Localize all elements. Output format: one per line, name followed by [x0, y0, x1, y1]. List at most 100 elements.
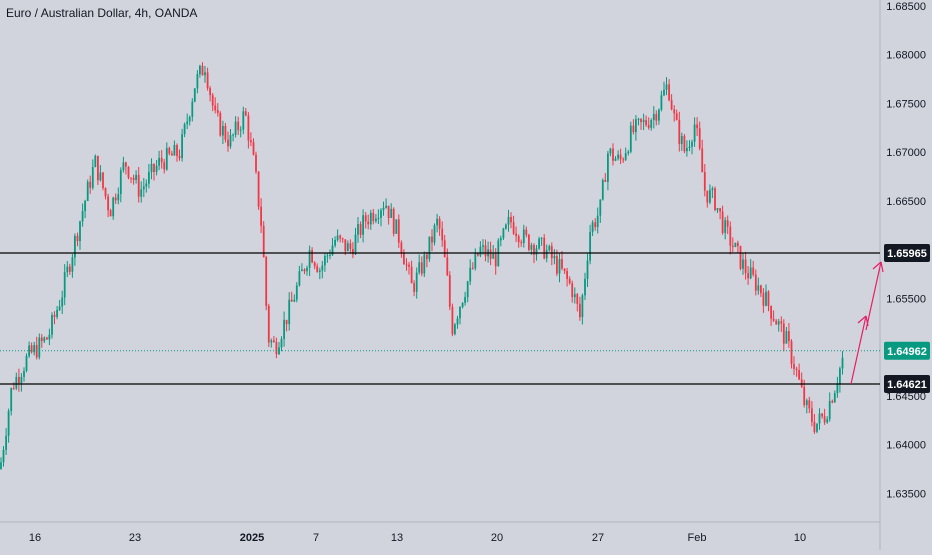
- candle-body: [229, 135, 232, 147]
- candle-body: [803, 386, 806, 406]
- candle-body: [109, 210, 112, 217]
- candle-body: [5, 435, 7, 450]
- candle-body: [38, 337, 41, 358]
- candle-body: [242, 111, 245, 130]
- candle-body: [436, 218, 438, 226]
- candle-body: [823, 416, 826, 423]
- candle-body: [691, 141, 693, 147]
- candle-body: [438, 218, 441, 229]
- candle-body: [206, 72, 209, 89]
- candle-body: [734, 242, 737, 247]
- candle-body: [813, 421, 816, 432]
- candle-body: [839, 368, 841, 385]
- candle-body: [561, 259, 563, 269]
- candle-body: [461, 302, 464, 308]
- candle-body: [122, 162, 125, 171]
- candle-body: [293, 299, 296, 302]
- candle-body: [171, 153, 173, 156]
- candle-body: [79, 221, 81, 242]
- candle-body: [658, 109, 660, 121]
- time-tick-label: Feb: [688, 532, 707, 544]
- candle-body: [744, 259, 747, 274]
- candle-body: [244, 111, 247, 116]
- candle-body: [601, 180, 604, 200]
- candle-body: [145, 183, 148, 187]
- price-tick-label: 1.63500: [886, 488, 926, 500]
- candle-body: [808, 400, 811, 409]
- candle-body: [581, 295, 584, 318]
- candle-body: [324, 255, 326, 266]
- candle-body: [257, 171, 260, 207]
- candle-body: [403, 253, 405, 265]
- candle-body: [51, 315, 53, 335]
- candle-body: [211, 95, 214, 106]
- candle-body: [273, 340, 275, 342]
- candle-body: [607, 153, 609, 182]
- candle-body: [553, 256, 556, 259]
- candle-body: [380, 210, 382, 218]
- candle-body: [104, 188, 107, 197]
- candle-body: [321, 265, 324, 271]
- candle-body: [112, 197, 115, 217]
- candle-body: [729, 226, 732, 246]
- candle-body: [563, 268, 566, 271]
- candle-body: [545, 250, 548, 259]
- candle-body: [724, 220, 727, 233]
- candle-body: [336, 235, 339, 240]
- candle-body: [237, 121, 240, 131]
- time-tick-label: 27: [592, 532, 604, 544]
- candle-body: [793, 364, 795, 369]
- candle-body: [782, 323, 785, 344]
- candle-body: [706, 190, 709, 203]
- candle-body: [673, 109, 676, 114]
- candle-body: [155, 165, 158, 172]
- candle-body: [125, 162, 127, 167]
- candle-body: [267, 305, 270, 343]
- candle-body: [400, 242, 403, 254]
- candle-body: [102, 172, 104, 188]
- candle-body: [512, 222, 515, 234]
- price-tick-label: 1.66500: [886, 196, 926, 208]
- candle-body: [816, 423, 818, 432]
- candle-body: [821, 413, 823, 417]
- candle-body: [224, 126, 227, 140]
- candle-body: [431, 236, 433, 243]
- candle-body: [492, 253, 495, 259]
- candle-body: [568, 278, 571, 284]
- candle-body: [176, 145, 178, 156]
- candle-body: [420, 262, 423, 274]
- candle-body: [415, 272, 418, 292]
- candle-body: [515, 233, 517, 237]
- candle-body: [456, 318, 459, 325]
- candle-body: [130, 177, 132, 179]
- candle-body: [627, 151, 630, 154]
- candle-body: [780, 321, 783, 324]
- price-tick-label: 1.67000: [886, 147, 926, 159]
- candle-body: [433, 225, 436, 243]
- candle-body: [538, 238, 540, 249]
- candle-body: [655, 114, 658, 121]
- candle-body: [214, 105, 217, 111]
- candle-body: [413, 283, 415, 292]
- candle-body: [313, 262, 316, 267]
- candle-body: [423, 254, 426, 274]
- candle-body: [290, 299, 293, 302]
- candle-body: [454, 324, 456, 335]
- candle-body: [550, 246, 553, 259]
- candle-body: [474, 253, 477, 269]
- candle-body: [484, 245, 487, 257]
- candle-body: [739, 246, 742, 269]
- candle-body: [637, 118, 640, 120]
- candle-body: [721, 211, 724, 233]
- price-tick-label: 1.68500: [886, 1, 926, 13]
- candle-body: [387, 205, 390, 219]
- candle-body: [441, 228, 444, 241]
- candle-body: [33, 345, 36, 353]
- candle-body: [275, 342, 278, 355]
- time-tick-label: 16: [29, 532, 41, 544]
- candle-body: [30, 345, 33, 353]
- candle-body: [617, 154, 619, 159]
- candle-body: [91, 167, 94, 188]
